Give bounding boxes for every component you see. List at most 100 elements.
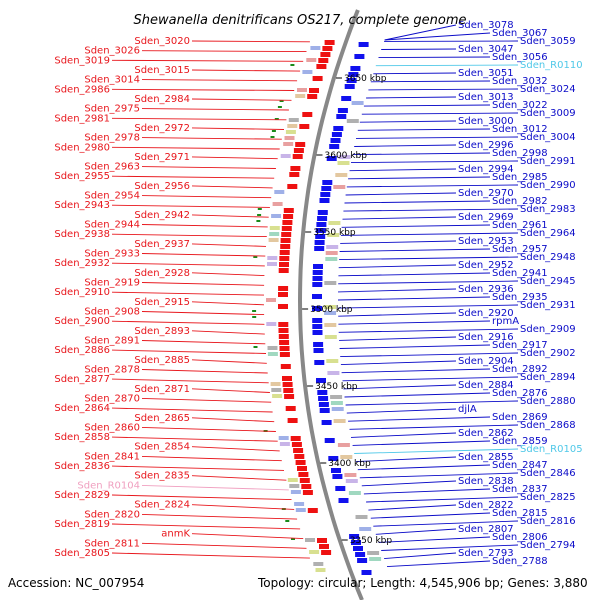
- leader-line: [142, 254, 265, 257]
- cog-feature: [338, 443, 350, 447]
- forward-strand-feature: [317, 538, 327, 543]
- forward-strand-feature: [300, 478, 310, 483]
- leader-line: [351, 161, 518, 163]
- reverse-strand-feature: [322, 180, 332, 185]
- forward-strand-feature: [296, 460, 306, 465]
- forward-strand-feature: [293, 154, 303, 159]
- leader-line: [371, 513, 490, 518]
- leader-line: [112, 60, 303, 61]
- cog-feature: [271, 214, 281, 218]
- leader-line: [384, 553, 456, 559]
- leader-line: [376, 65, 518, 66]
- leader-line: [338, 297, 490, 300]
- leader-line: [192, 476, 286, 481]
- gene-label-sden-2981: Sden_2981: [54, 113, 110, 124]
- forward-strand-feature: [279, 328, 289, 333]
- leader-line: [112, 118, 286, 120]
- leader-line: [362, 481, 456, 486]
- forward-strand-feature: [288, 418, 298, 423]
- reverse-strand-feature: [329, 144, 339, 149]
- reverse-strand-feature: [318, 396, 328, 401]
- gene-label-sden-2885: Sden_2885: [134, 355, 190, 366]
- forward-strand-feature: [299, 124, 309, 129]
- cog-feature: [367, 551, 379, 555]
- forward-strand-feature: [278, 304, 288, 309]
- reverse-strand-feature: [341, 96, 351, 101]
- gc-marker: [252, 310, 256, 312]
- cog-feature: [309, 550, 319, 554]
- gene-label-sden-2991: Sden_2991: [520, 156, 576, 167]
- kbp-label: 3350 kbp: [350, 536, 393, 546]
- reverse-strand-feature: [350, 66, 360, 71]
- gene-label-sden-3015: Sden_3015: [134, 65, 190, 76]
- cog-feature: [326, 359, 338, 363]
- gene-label-sden-2931: Sden_2931: [520, 300, 576, 311]
- accession-text: Accession: NC_007954: [8, 576, 144, 590]
- leader-line: [142, 514, 297, 519]
- cog-feature: [296, 508, 306, 512]
- reverse-strand-feature: [314, 360, 324, 365]
- leader-line: [339, 265, 456, 268]
- leader-line: [358, 129, 490, 130]
- cog-feature: [306, 58, 316, 62]
- leader-line: [142, 341, 265, 344]
- forward-strand-feature: [280, 250, 290, 255]
- gene-label-sden-r0105: Sden_R0105: [520, 444, 583, 455]
- forward-strand-feature: [279, 334, 289, 339]
- cog-feature: [325, 257, 337, 261]
- leader-line: [192, 128, 284, 130]
- forward-strand-feature: [279, 268, 289, 273]
- leader-line: [142, 51, 307, 52]
- leader-line: [345, 201, 491, 203]
- leader-line: [338, 321, 490, 324]
- cog-feature: [324, 323, 336, 327]
- leader-line: [340, 241, 456, 243]
- gene-label-sden-2836: Sden_2836: [54, 461, 110, 472]
- reverse-strand-feature: [313, 270, 323, 275]
- gc-marker: [258, 208, 262, 210]
- kbp-label: 3450 kbp: [315, 382, 358, 392]
- leader-line: [112, 89, 294, 90]
- cog-feature: [280, 442, 290, 446]
- gene-label-sden-2937: Sden_2937: [134, 239, 190, 250]
- leader-line: [112, 379, 269, 383]
- cog-feature: [352, 101, 364, 105]
- cog-feature: [270, 226, 280, 230]
- leader-line: [358, 465, 490, 470]
- forward-strand-feature: [278, 292, 288, 297]
- leader-line: [348, 177, 490, 179]
- leader-line: [353, 153, 490, 155]
- leader-line: [192, 534, 303, 539]
- cog-feature: [287, 124, 297, 128]
- gc-marker: [257, 214, 261, 216]
- leader-line: [192, 41, 310, 42]
- forward-strand-feature: [279, 256, 289, 261]
- cog-feature: [289, 484, 299, 488]
- cog-feature: [279, 436, 289, 440]
- cog-feature: [267, 256, 277, 260]
- cog-feature: [335, 173, 347, 177]
- reverse-strand-feature: [321, 186, 331, 191]
- gene-label-sden-2894: Sden_2894: [520, 372, 576, 383]
- leader-line: [112, 205, 270, 207]
- forward-strand-feature: [321, 550, 331, 555]
- leader-line: [347, 409, 456, 413]
- leader-line: [112, 176, 274, 178]
- forward-strand-feature: [322, 46, 332, 51]
- topology-text: Topology: circular; Length: 4,545,906 bp…: [257, 576, 588, 590]
- forward-strand-feature: [295, 142, 305, 147]
- cog-feature: [346, 479, 358, 483]
- leader-line: [387, 561, 490, 567]
- map-title: Shewanella denitrificans OS217, complete…: [134, 13, 467, 28]
- forward-strand-feature: [313, 76, 323, 81]
- reverse-strand-feature: [314, 246, 324, 251]
- reverse-strand-feature: [313, 276, 323, 281]
- forward-strand-feature: [282, 376, 292, 381]
- cog-feature: [295, 94, 305, 98]
- forward-strand-feature: [298, 472, 308, 477]
- gene-label-sden-2945: Sden_2945: [520, 276, 576, 287]
- cog-feature: [349, 491, 361, 495]
- leader-line: [341, 361, 456, 365]
